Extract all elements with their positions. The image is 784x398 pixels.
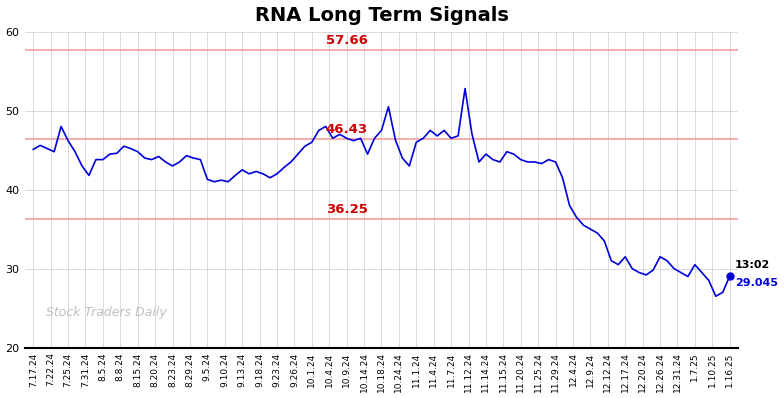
Text: Stock Traders Daily: Stock Traders Daily [46, 306, 167, 319]
Text: 57.66: 57.66 [326, 34, 368, 47]
Text: 36.25: 36.25 [326, 203, 368, 216]
Title: RNA Long Term Signals: RNA Long Term Signals [255, 6, 508, 25]
Text: 29.045: 29.045 [735, 278, 778, 288]
Text: 46.43: 46.43 [326, 123, 368, 136]
Text: 13:02: 13:02 [735, 260, 770, 270]
